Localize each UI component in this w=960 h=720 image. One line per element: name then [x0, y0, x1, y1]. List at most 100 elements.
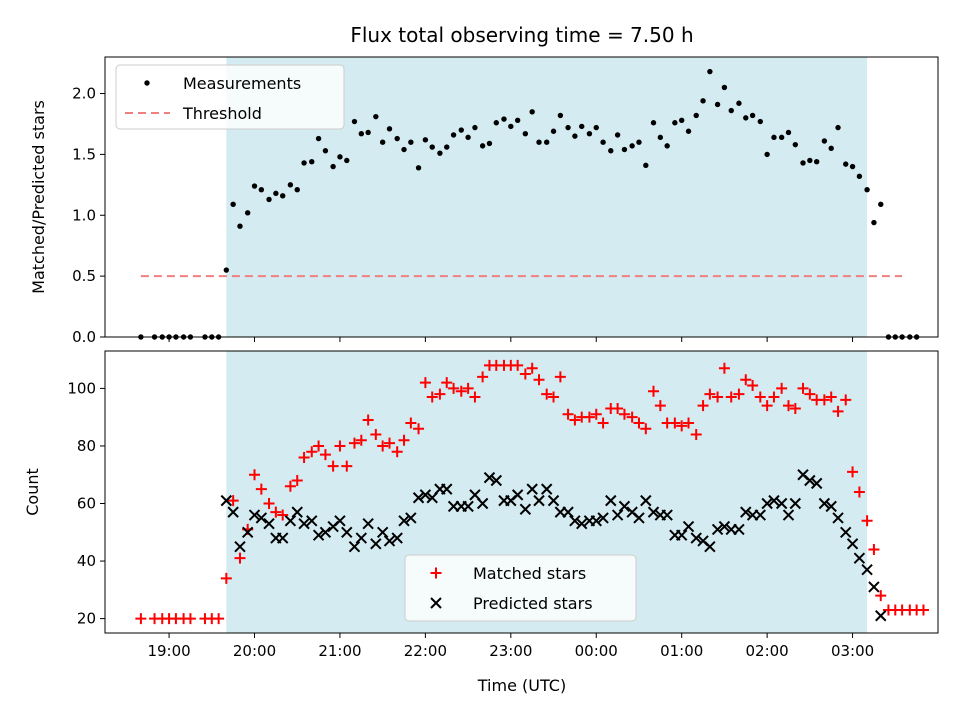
data-point: [728, 107, 734, 114]
data-point: [761, 400, 773, 412]
data-point: [569, 515, 581, 527]
data-point: [284, 480, 296, 492]
data-point: [234, 540, 246, 553]
data-point: [322, 148, 329, 154]
data-point: [740, 374, 752, 386]
data-point: [401, 146, 407, 153]
data-point: [348, 437, 360, 449]
data-point: [792, 141, 799, 148]
data-point: [757, 118, 763, 125]
data-point: [309, 158, 315, 165]
data-point: [768, 494, 780, 507]
data-point: [683, 417, 695, 429]
data-point: [675, 529, 688, 541]
data-point: [685, 128, 692, 134]
data-point: [462, 382, 474, 394]
data-point: [415, 165, 422, 171]
data-point: [334, 515, 346, 527]
data-point: [384, 437, 396, 449]
data-point: [419, 489, 432, 501]
data-point: [704, 540, 716, 553]
data-point: [813, 158, 820, 165]
data-point: [654, 400, 666, 412]
data-point: [804, 474, 816, 487]
data-point: [747, 380, 759, 392]
data-point: [426, 391, 438, 403]
data-point: [690, 532, 702, 544]
data-point: [355, 434, 367, 446]
data-point: [448, 382, 460, 394]
data-point: [612, 403, 624, 415]
data-point: [306, 446, 318, 458]
data-point: [768, 391, 780, 403]
data-point: [501, 116, 507, 122]
data-point: [536, 139, 542, 145]
data-point: [711, 523, 724, 536]
data-point: [519, 503, 532, 515]
data-point: [458, 127, 464, 133]
data-point: [847, 466, 859, 478]
data-point: [878, 201, 884, 208]
legend-label-threshold: Threshold: [182, 104, 262, 123]
legend-label-predicted: Predicted stars: [473, 594, 593, 613]
y-tick-label: 0.5: [72, 267, 96, 285]
data-point: [562, 506, 574, 518]
data-point: [472, 124, 478, 131]
data-point: [875, 590, 887, 602]
counts-panel: 20 40 60 80 100 19:00 20:00 21:00 22:00 23:00 00:0…: [23, 350, 939, 660]
data-point: [840, 394, 852, 406]
series-matched-stars: [135, 359, 929, 625]
data-point: [849, 163, 856, 170]
data-point: [511, 489, 524, 501]
data-point: [512, 359, 524, 371]
data-point: [540, 483, 553, 495]
data-point: [405, 512, 417, 524]
data-point: [351, 118, 358, 125]
data-point: [853, 552, 866, 564]
data-point: [341, 460, 353, 472]
y-tick-label: 2.0: [72, 85, 96, 103]
data-point: [291, 474, 303, 486]
data-point: [362, 414, 374, 426]
legend-label-matched: Matched stars: [473, 564, 586, 583]
data-point: [754, 509, 767, 521]
data-point: [743, 115, 749, 121]
data-point: [370, 428, 382, 440]
data-point: [477, 371, 489, 383]
data-point: [640, 423, 652, 435]
data-point: [258, 186, 265, 193]
data-point: [266, 196, 272, 203]
data-point: [444, 144, 450, 150]
data-point: [230, 201, 236, 208]
data-point: [337, 154, 343, 160]
data-point: [736, 100, 742, 106]
data-point: [690, 428, 702, 440]
x-tick-label: 01:00: [660, 642, 703, 660]
data-point: [565, 124, 571, 131]
data-point: [330, 163, 336, 170]
data-point: [220, 494, 233, 507]
data-point: [669, 417, 681, 429]
data-point: [678, 117, 685, 124]
data-point: [391, 532, 403, 544]
data-point: [376, 526, 389, 538]
data-point: [721, 84, 728, 91]
data-point: [712, 391, 724, 403]
data-point: [394, 135, 400, 142]
data-point: [778, 134, 785, 141]
data-point: [864, 186, 870, 193]
data-point: [301, 160, 307, 166]
data-point: [682, 520, 695, 533]
data-point: [664, 143, 670, 149]
data-point: [248, 509, 261, 521]
data-point: [614, 132, 621, 138]
x-tick-label: 03:00: [831, 642, 874, 660]
legend-box: [115, 64, 345, 130]
data-point: [547, 494, 560, 507]
data-point: [280, 193, 286, 199]
data-point: [861, 515, 873, 527]
data-point: [398, 515, 410, 527]
data-point: [526, 362, 538, 374]
y-axis-label: Matched/Predicted stars: [29, 100, 48, 294]
